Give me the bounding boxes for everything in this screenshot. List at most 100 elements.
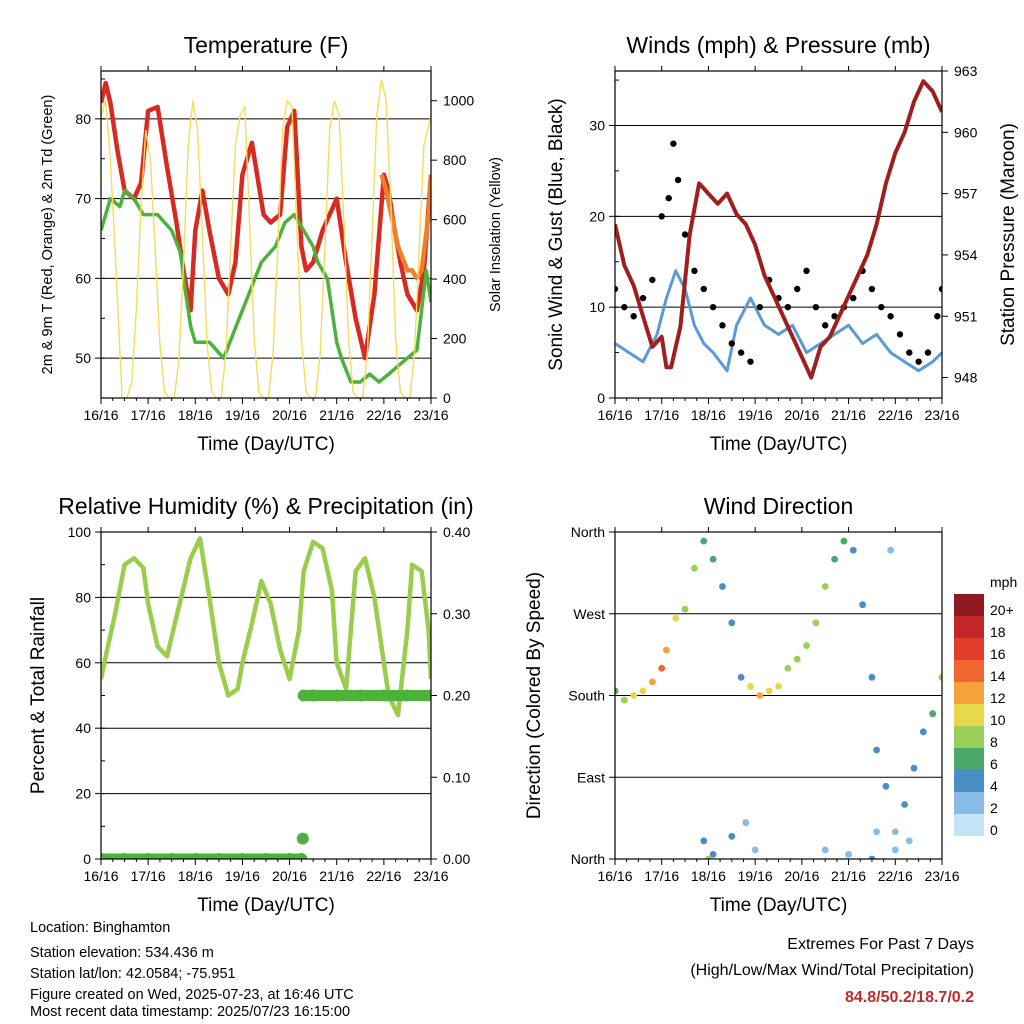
chart-4-xtick-label: 18/16 — [691, 868, 726, 884]
chart-3-ytick-label: 20 — [75, 786, 91, 802]
chart-3-xtick-label: 16/16 — [83, 868, 118, 884]
legend-swatch — [954, 814, 984, 836]
chart-1-y2tick-label: 600 — [443, 212, 467, 228]
gust-point — [850, 294, 857, 302]
direction-point — [705, 855, 712, 859]
extremes-values: 84.8/50.2/18.7/0.2 — [845, 989, 974, 1006]
winds-series-pressure — [615, 79, 942, 380]
chart-4-xtick-label: 22/16 — [878, 868, 913, 884]
direction-point — [751, 846, 759, 854]
direction-point — [938, 673, 942, 681]
chart-2-y2tick-label: 957 — [954, 186, 978, 202]
gust-point — [674, 176, 682, 184]
chart-3-ylabel: Percent & Total Rainfall — [28, 597, 49, 794]
chart-4-xtick-label: 21/16 — [831, 868, 866, 884]
chart-3-y2tick-label: 0.10 — [443, 769, 470, 785]
gust-point — [649, 276, 656, 284]
temperature-series-solar — [101, 79, 431, 398]
direction-point — [700, 537, 708, 545]
legend-label: 10 — [990, 712, 1006, 728]
direction-point — [901, 801, 909, 808]
chart-4-ytick-label: East — [577, 769, 605, 785]
chart-2-xtick-label: 21/16 — [831, 407, 866, 423]
direction-point — [737, 673, 745, 681]
chart-3-ytick-label: 0 — [83, 851, 91, 867]
chart-4-xtick-label: 19/16 — [738, 868, 773, 884]
chart-1-ytick-label: 80 — [75, 111, 91, 127]
chart-1-xlabel: Time (Day/UTC) — [197, 434, 335, 455]
gust-point — [784, 303, 792, 311]
direction-point — [615, 687, 619, 695]
legend-swatch — [954, 638, 984, 660]
direction-point — [709, 555, 717, 563]
chart-2-ytick-label: 0 — [597, 390, 605, 406]
chart-1-title: Temperature (F) — [184, 32, 349, 58]
gust-point — [896, 331, 904, 338]
direction-point — [831, 555, 838, 563]
chart-4-xlabel: Time (Day/UTC) — [710, 895, 848, 916]
chart-2-ytick-label: 20 — [589, 208, 605, 224]
direction-point — [639, 687, 647, 695]
chart-1-y2label: Solar Insolation (Yellow) — [488, 157, 504, 312]
chart-3-xtick-label: 19/16 — [225, 868, 260, 884]
chart-1-y2tick-label: 200 — [443, 331, 467, 347]
direction-point — [793, 655, 801, 663]
chart-2-y2tick-label: 954 — [954, 247, 978, 263]
legend-label: 14 — [990, 668, 1006, 684]
chart-2-y2tick-label: 948 — [954, 370, 978, 386]
direction-point — [728, 832, 736, 840]
legend-swatch — [954, 748, 984, 770]
legend-swatch — [954, 704, 984, 726]
direction-point — [662, 646, 670, 654]
chart-3-ytick-label: 60 — [75, 655, 91, 671]
chart-2-border — [614, 70, 943, 399]
temperature-series-2m-t — [101, 80, 431, 361]
direction-point — [648, 678, 656, 686]
direction-point — [709, 851, 717, 858]
chart-2-y2tick-label: 960 — [954, 124, 978, 140]
gust-point — [709, 303, 717, 311]
direction-point — [859, 601, 866, 609]
legend-swatch — [954, 660, 984, 682]
gust-point — [670, 140, 677, 147]
chart-2-ylabel: Sonic Wind & Gust (Blue, Black) — [546, 98, 567, 370]
legend-label: 4 — [990, 778, 998, 794]
gust-point — [658, 213, 665, 220]
gust-point — [756, 303, 764, 311]
rh-line — [101, 536, 431, 718]
gust-point — [665, 194, 672, 202]
latlon-text: Station lat/lon: 42.0584; -75.951 — [30, 966, 236, 982]
legend-swatch — [954, 594, 984, 616]
chart-4-ytick-label: North — [571, 524, 605, 540]
gust-point — [906, 349, 913, 356]
chart-2-xtick-label: 18/16 — [691, 407, 726, 423]
extremes-title: Extremes For Past 7 Days — [787, 936, 974, 953]
chart-1-xtick-label: 19/16 — [225, 407, 260, 423]
chart-1-xtick-label: 18/16 — [178, 407, 213, 423]
chart-1-ytick-label: 70 — [75, 191, 91, 207]
elevation-text: Station elevation: 534.436 m — [30, 945, 214, 961]
chart-2-y2label: Station Pressure (Maroon) — [998, 123, 1019, 346]
timestamp-text: Most recent data timestamp: 2025/07/23 1… — [30, 1004, 351, 1020]
chart-2-xtick-label: 19/16 — [738, 407, 773, 423]
direction-point — [742, 819, 750, 827]
legend-label: 8 — [990, 734, 998, 750]
chart-4-ylabel: Direction (Colored By Speed) — [524, 572, 545, 819]
direction-point — [882, 782, 890, 790]
chart-2-xtick-label: 22/16 — [878, 407, 913, 423]
direction-point — [756, 692, 764, 699]
chart-1-y2tick-label: 400 — [443, 271, 467, 287]
chart-2-xtick-label: 23/16 — [924, 407, 959, 423]
gust-point — [924, 349, 932, 356]
legend-label: 18 — [990, 624, 1006, 640]
chart-3-ytick-label: 80 — [75, 589, 91, 605]
direction-point — [630, 692, 638, 699]
precip-point — [296, 832, 309, 845]
chart-3-xlabel: Time (Day/UTC) — [197, 895, 335, 916]
legend-label: 16 — [990, 646, 1006, 662]
gust-point — [700, 285, 707, 293]
legend-swatch — [954, 792, 984, 814]
chart-3-xtick-label: 20/16 — [272, 868, 307, 884]
chart-2-xtick-label: 17/16 — [644, 407, 679, 423]
direction-point — [905, 837, 913, 845]
